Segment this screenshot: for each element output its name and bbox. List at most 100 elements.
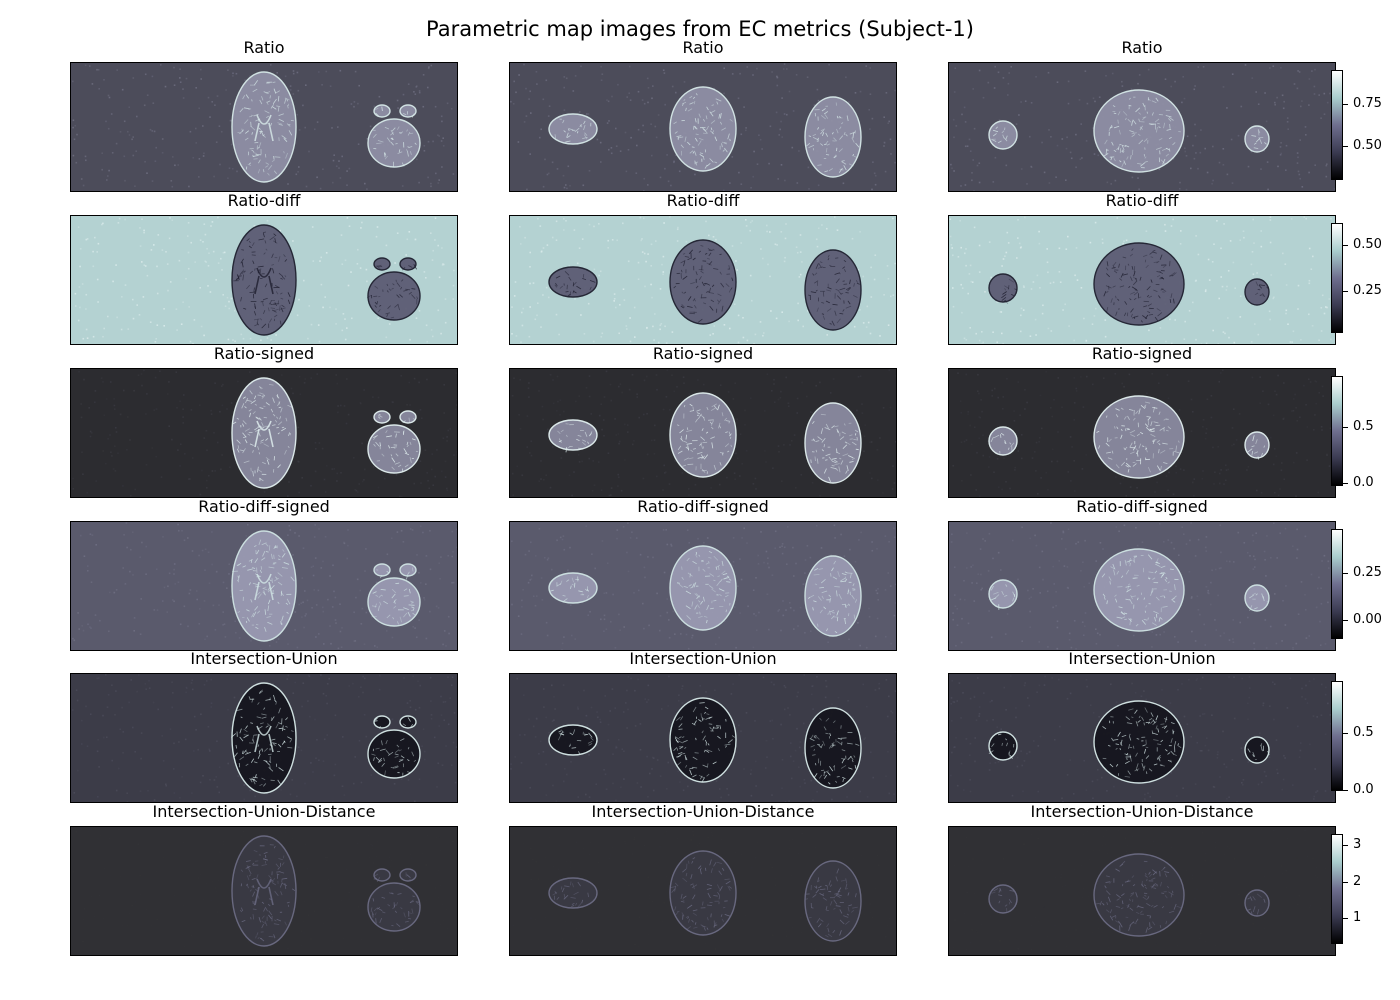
tissue-region: [669, 239, 737, 325]
colorbar-tick-label: 0.5: [1353, 724, 1374, 740]
map-image: [510, 522, 896, 650]
tissue-region: [669, 392, 737, 478]
tissue-region: [988, 884, 1018, 914]
tissue-region: [804, 707, 862, 789]
parametric-map-axial: [70, 215, 458, 345]
subplot-title: Ratio-signed: [652, 344, 754, 363]
colorbar-tick: [1343, 732, 1348, 734]
tissue-region: [399, 563, 417, 580]
tissue-region: [669, 697, 737, 783]
colorbar-tick: [1343, 426, 1348, 428]
map-image: [949, 522, 1335, 650]
tissue-region: [669, 850, 737, 936]
map-image: [71, 63, 457, 191]
subplot-title: Intersection-Union-Distance: [591, 802, 815, 821]
parametric-map-axial: [70, 62, 458, 192]
tissue-region: [548, 572, 598, 604]
tissue-region: [804, 860, 862, 942]
colorbar: [1331, 529, 1343, 639]
parametric-map-coronal: [509, 62, 897, 192]
colorbar-tick-label: 3: [1353, 837, 1362, 852]
parametric-map-axial: [70, 521, 458, 651]
tissue-region: [1093, 89, 1185, 173]
tissue-region: [367, 424, 421, 474]
colorbar-tick-label: 2: [1353, 873, 1362, 889]
map-image: [71, 674, 457, 802]
tissue-region: [373, 410, 391, 424]
tissue-region: [399, 410, 417, 424]
tissue-region: [231, 71, 297, 183]
map-image: [510, 827, 896, 955]
colorbar: [1331, 834, 1343, 944]
parametric-map-axial: [70, 368, 458, 498]
tissue-region: [1093, 395, 1185, 479]
map-image: [949, 216, 1335, 344]
colorbar-tick-label: 0.50: [1353, 237, 1382, 252]
tissue-region: [373, 104, 391, 118]
colorbar: [1331, 376, 1343, 486]
parametric-map-sagittal: [948, 521, 1336, 651]
tissue-region: [399, 868, 417, 882]
tissue-region: [988, 579, 1018, 610]
map-image: [71, 216, 457, 344]
subplot-title: Ratio-diff: [666, 191, 740, 210]
colorbar-tick-label: 0.5: [1353, 418, 1374, 434]
tissue-region: [804, 96, 862, 178]
tissue-region: [399, 257, 417, 271]
colorbar-tick: [1343, 572, 1348, 574]
subplot-title: Intersection-Union: [629, 649, 777, 668]
tissue-region: [548, 266, 598, 298]
tissue-region: [373, 257, 391, 271]
colorbar-tick-label: 0.75: [1353, 95, 1382, 111]
colorbar-tick: [1343, 881, 1348, 883]
tissue-region: [669, 545, 737, 631]
subplot-title: Ratio-signed: [213, 344, 315, 363]
tissue-region: [548, 419, 598, 453]
colorbar-tick-label: 0.25: [1353, 282, 1382, 298]
parametric-map-sagittal: [948, 368, 1336, 498]
tissue-region: [399, 104, 417, 118]
parametric-map-coronal: [509, 368, 897, 498]
colorbar-tick: [1343, 290, 1348, 292]
tissue-region: [367, 118, 421, 168]
subplot-title: Ratio: [1121, 38, 1163, 57]
tissue-region: [1093, 548, 1185, 632]
colorbar: [1331, 223, 1343, 333]
figure-title: Parametric map images from EC metrics (S…: [426, 17, 974, 41]
map-image: [949, 674, 1335, 802]
tissue-region: [1244, 736, 1270, 764]
subplot-title: Intersection-Union: [1068, 649, 1216, 668]
tissue-region: [367, 577, 421, 627]
map-image: [949, 369, 1335, 497]
tissue-region: [1093, 700, 1185, 784]
colorbar-tick: [1343, 620, 1348, 621]
tissue-region: [548, 724, 598, 756]
colorbar-tick-label: 0.0: [1353, 781, 1374, 797]
map-image: [71, 369, 457, 497]
tissue-region: [231, 530, 297, 642]
subplot-title: Ratio-diff-signed: [637, 497, 769, 516]
tissue-region: [548, 113, 598, 145]
map-image: [949, 63, 1335, 191]
colorbar: [1331, 70, 1343, 180]
subplot-title: Intersection-Union-Distance: [152, 802, 376, 821]
subplot-title: Ratio-diff: [1105, 191, 1179, 210]
tissue-region: [988, 120, 1018, 150]
tissue-region: [669, 86, 737, 172]
tissue-region: [804, 249, 862, 331]
map-image: [510, 674, 896, 802]
tissue-region: [1093, 853, 1185, 937]
colorbar-tick: [1343, 482, 1348, 484]
tissue-region: [231, 224, 297, 336]
parametric-map-coronal: [509, 521, 897, 651]
colorbar-tick-label: 0.0: [1353, 474, 1374, 490]
colorbar-tick-label: 0.00: [1353, 612, 1382, 627]
tissue-region: [988, 731, 1018, 761]
map-image: [510, 63, 896, 191]
subplot-title: Ratio-diff-signed: [1076, 497, 1208, 516]
map-image: [71, 827, 457, 955]
map-image: [71, 522, 457, 650]
parametric-map-coronal: [509, 826, 897, 956]
subplot-title: Ratio-diff-signed: [198, 497, 330, 516]
